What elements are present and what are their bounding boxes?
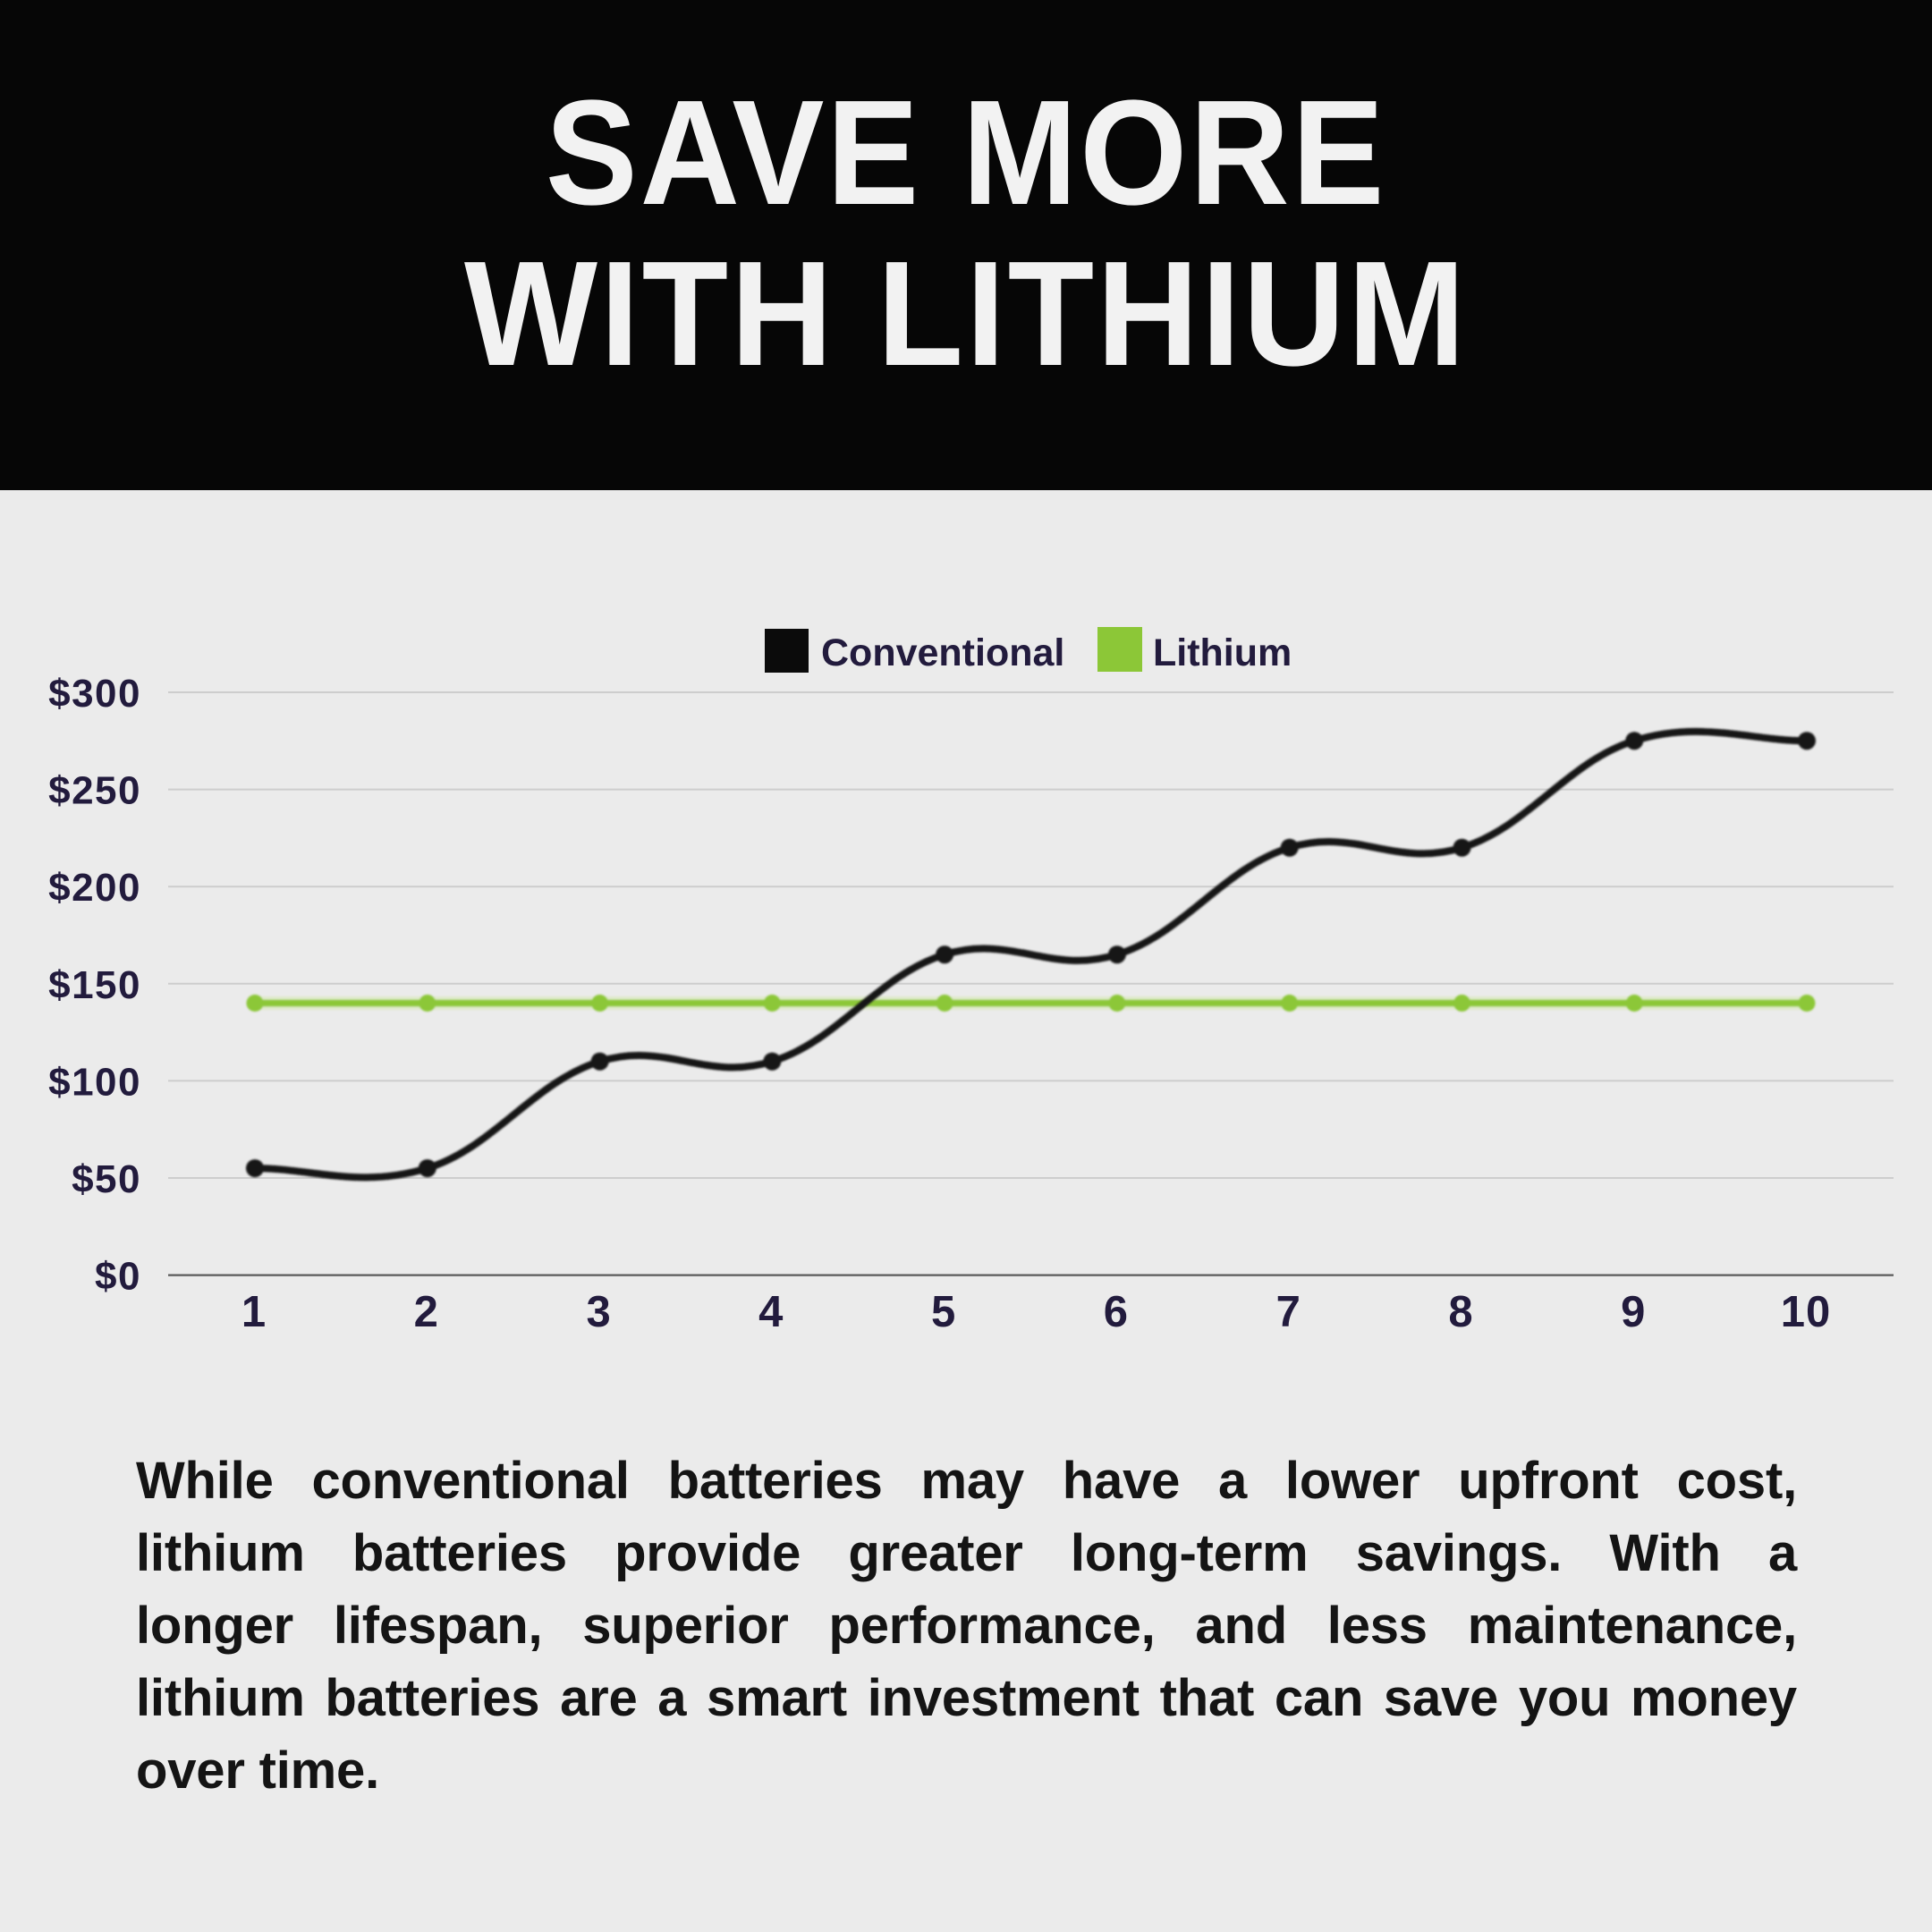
svg-text:3: 3 (586, 1288, 611, 1336)
svg-text:4: 4 (758, 1288, 784, 1336)
svg-text:$200: $200 (48, 866, 141, 910)
svg-text:$0: $0 (95, 1255, 141, 1299)
svg-text:9: 9 (1621, 1288, 1646, 1336)
svg-text:$100: $100 (48, 1060, 141, 1104)
svg-text:Lithium: Lithium (1153, 631, 1292, 674)
svg-text:7: 7 (1276, 1288, 1301, 1336)
svg-text:10: 10 (1781, 1288, 1832, 1336)
svg-text:5: 5 (931, 1288, 956, 1336)
svg-text:2: 2 (414, 1288, 439, 1336)
svg-text:6: 6 (1104, 1288, 1129, 1336)
svg-text:$150: $150 (48, 963, 141, 1007)
svg-text:$50: $50 (72, 1157, 141, 1201)
svg-text:$250: $250 (48, 769, 141, 813)
svg-text:Conventional: Conventional (821, 631, 1064, 674)
svg-text:1: 1 (242, 1288, 267, 1336)
svg-text:8: 8 (1448, 1288, 1473, 1336)
svg-text:$300: $300 (48, 672, 141, 716)
